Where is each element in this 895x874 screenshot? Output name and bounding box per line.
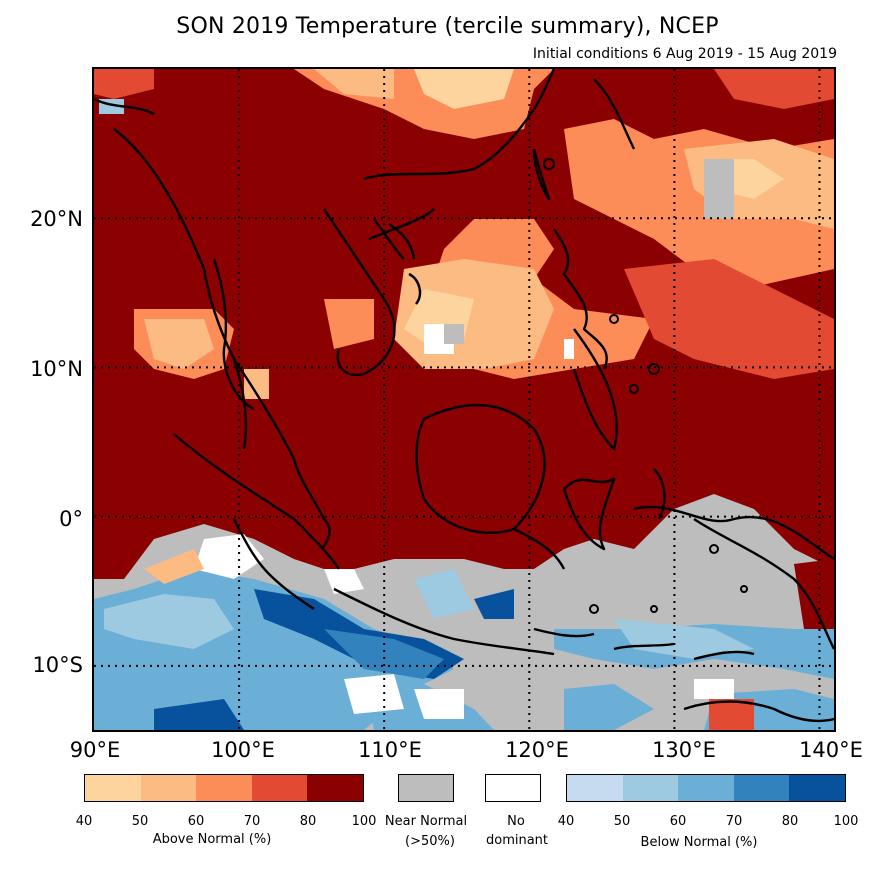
forecast-map <box>92 67 836 732</box>
above-ticks-label: 100 <box>351 814 377 829</box>
islands <box>543 158 748 614</box>
lon-label-140e: 140°E <box>799 738 863 762</box>
above-normal-colorbar <box>84 774 364 802</box>
lon-label-90e: 90°E <box>69 738 121 762</box>
near-normal-swatch <box>398 774 454 802</box>
no-dominant-label-line1: No <box>507 814 525 829</box>
map-title: SON 2019 Temperature (tercile summary), … <box>176 14 719 39</box>
below-ticks-label: 80 <box>781 814 799 829</box>
above-ticks-label: 70 <box>243 814 261 829</box>
above-bar-swatch-3 <box>251 775 308 801</box>
near-normal-label-line1: Near Normal <box>384 814 468 829</box>
gridlines <box>94 69 834 730</box>
above-bar-swatch-2 <box>196 775 252 801</box>
tercile-map-canvas <box>94 69 834 730</box>
above-bar-swatch-0 <box>85 775 141 801</box>
near-normal-label-line2: (>50%) <box>405 834 455 849</box>
lon-label-130e: 130°E <box>652 738 716 762</box>
coastlines <box>94 69 834 723</box>
no-dominant-swatch <box>485 774 541 802</box>
lon-label-110e: 110°E <box>358 738 422 762</box>
no-dominant-label-line2: dominant <box>485 833 549 848</box>
below-ticks-label: 70 <box>725 814 743 829</box>
lat-label-10s: 10°S <box>32 653 83 677</box>
below-bar-swatch-1 <box>622 775 679 801</box>
below-normal-legend-title: Below Normal (%) <box>640 835 758 850</box>
lat-label-20n: 20°N <box>30 207 83 231</box>
above-ticks-label: 50 <box>131 814 149 829</box>
below-bar-swatch-3 <box>733 775 790 801</box>
below-bar-swatch-0 <box>567 775 623 801</box>
lat-label-10n: 10°N <box>30 357 83 381</box>
below-ticks-label: 50 <box>613 814 631 829</box>
initial-conditions-subtitle: Initial conditions 6 Aug 2019 - 15 Aug 2… <box>532 46 837 62</box>
above-normal-legend-title: Above Normal (%) <box>152 832 272 847</box>
near-normal-pockets <box>99 99 734 359</box>
lon-label-120e: 120°E <box>505 738 569 762</box>
below-ticks-label: 40 <box>557 814 575 829</box>
lon-label-100e: 100°E <box>211 738 275 762</box>
above-bar-swatch-1 <box>140 775 197 801</box>
below-normal-colorbar <box>566 774 846 802</box>
above-ticks-label: 40 <box>75 814 93 829</box>
lat-label-equator: 0° <box>59 507 83 531</box>
below-bar-swatch-4 <box>789 775 845 801</box>
below-ticks-label: 60 <box>669 814 687 829</box>
above-ticks-label: 80 <box>299 814 317 829</box>
above-bar-swatch-4 <box>307 775 363 801</box>
southern-zone <box>94 494 834 730</box>
below-ticks-label: 100 <box>833 814 859 829</box>
below-bar-swatch-2 <box>678 775 734 801</box>
above-ticks-label: 60 <box>187 814 205 829</box>
